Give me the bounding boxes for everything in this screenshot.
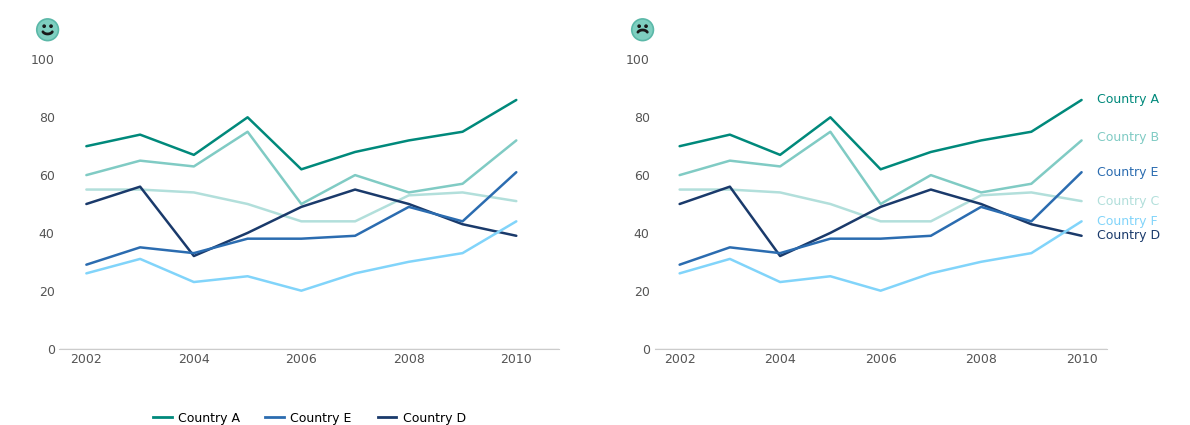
Text: Country F: Country F [1097,215,1158,228]
Circle shape [43,25,45,27]
Text: Country A: Country A [1097,94,1159,106]
Circle shape [37,19,58,40]
Text: Country D: Country D [1097,230,1160,242]
Text: Country B: Country B [1097,131,1159,144]
Circle shape [645,25,647,27]
Circle shape [632,19,653,40]
Text: Country E: Country E [1097,166,1158,178]
Legend: Country A, Country C, Country E, Country B, Country D, Country F: Country A, Country C, Country E, Country… [148,407,471,425]
Circle shape [638,25,640,27]
Text: Country C: Country C [1097,195,1159,207]
Circle shape [50,25,52,27]
